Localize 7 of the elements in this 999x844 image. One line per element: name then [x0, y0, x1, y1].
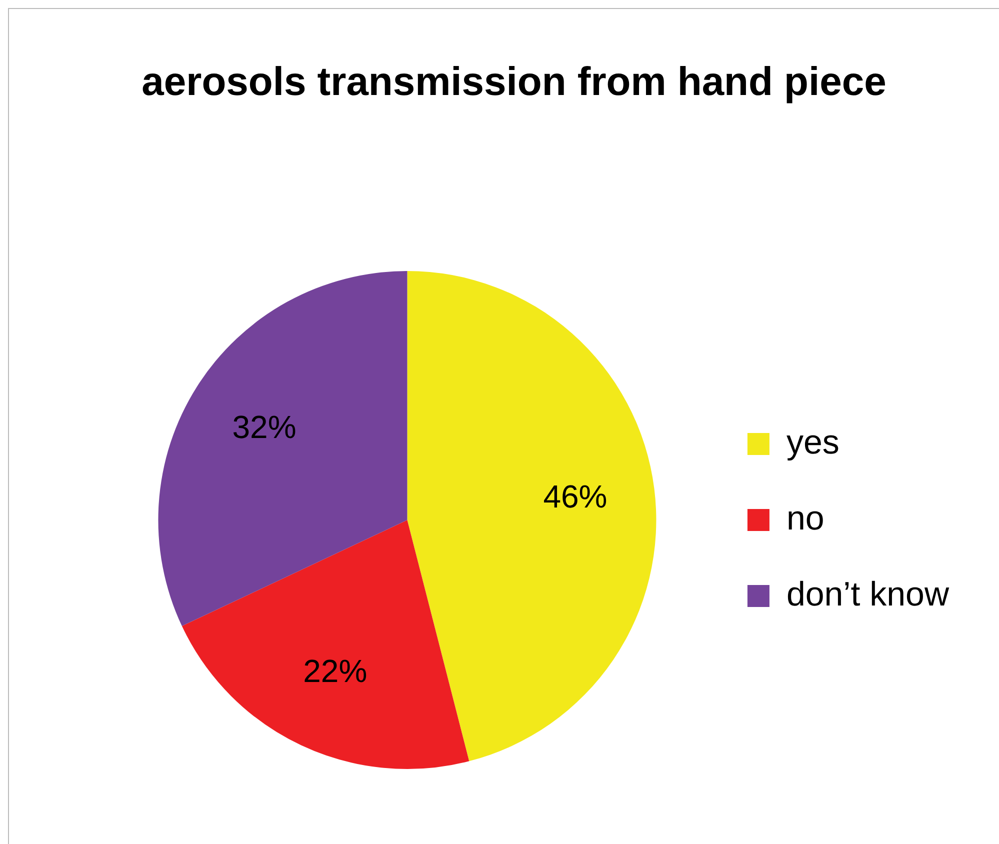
- legend-label: yes: [786, 423, 840, 462]
- data-label: 22%: [303, 653, 368, 690]
- legend-label: don’t know: [786, 575, 950, 614]
- data-label: 46%: [543, 478, 608, 515]
- chart-title: aerosols transmission from hand piece: [140, 59, 888, 106]
- legend-label: no: [786, 499, 824, 538]
- data-label: 32%: [232, 409, 296, 446]
